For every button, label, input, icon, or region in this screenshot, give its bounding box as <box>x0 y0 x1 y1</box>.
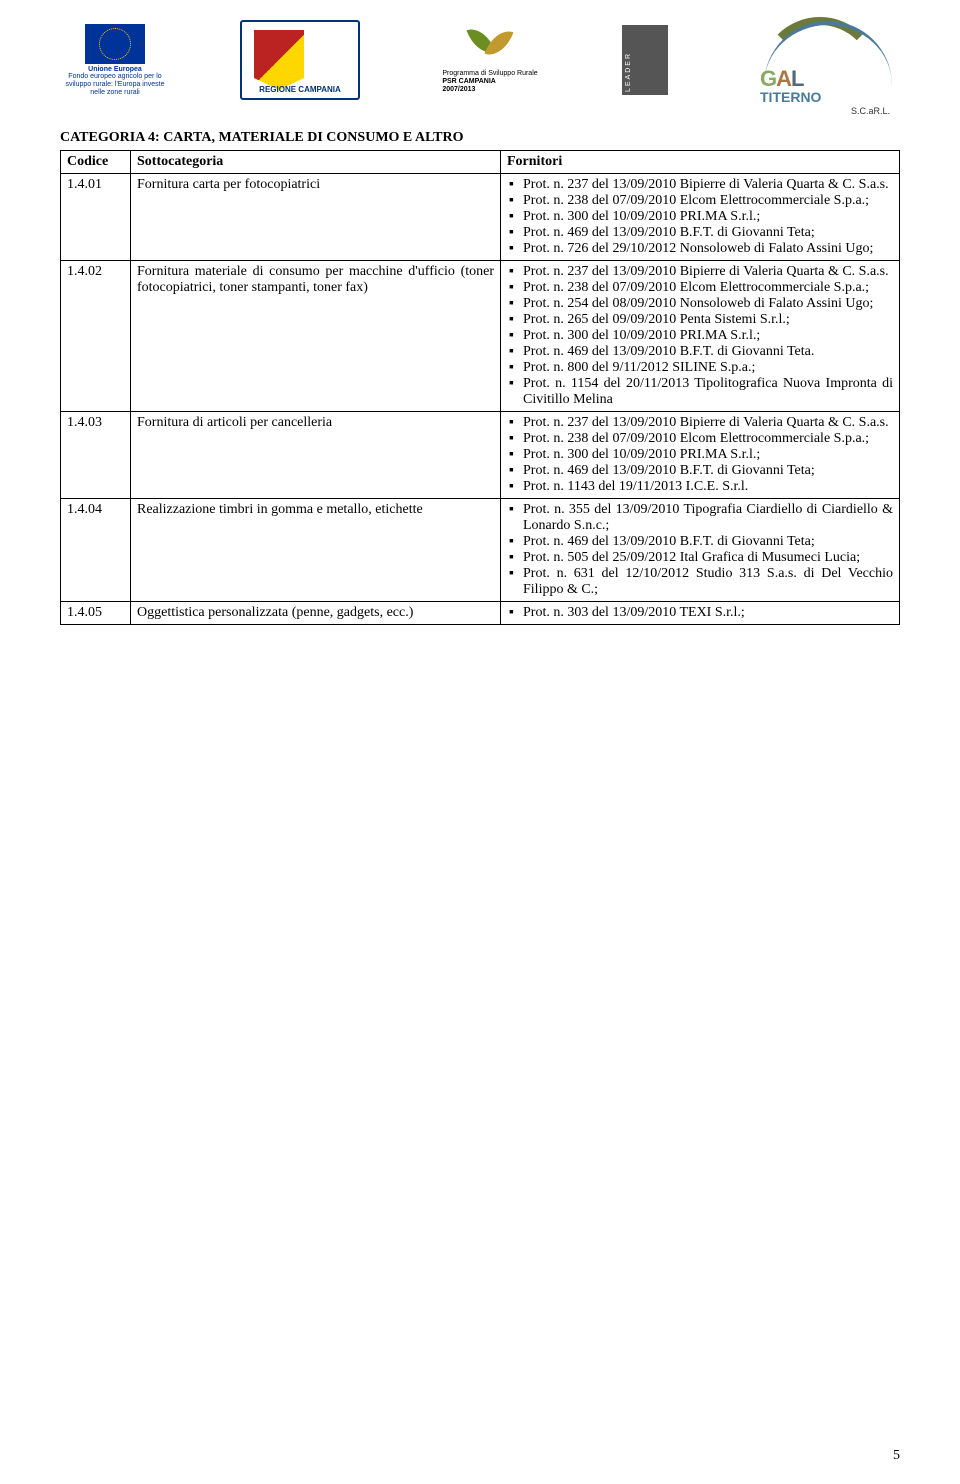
supplier-item: Prot. n. 237 del 13/09/2010 Bipierre di … <box>507 264 893 280</box>
logo-regione-campania <box>235 20 365 100</box>
cell-fornitori: Prot. n. 237 del 13/09/2010 Bipierre di … <box>501 174 900 261</box>
cell-sottocategoria: Realizzazione timbri in gomma e metallo,… <box>131 499 501 602</box>
supplier-item: Prot. n. 265 del 09/09/2010 Penta Sistem… <box>507 312 893 328</box>
supplier-item: Prot. n. 631 del 12/10/2012 Studio 313 S… <box>507 566 893 598</box>
supplier-item: Prot. n. 238 del 07/09/2010 Elcom Elettr… <box>507 431 893 447</box>
logo-eu: Unione Europea Fondo europeo agricolo pe… <box>60 24 170 97</box>
supplier-item: Prot. n. 238 del 07/09/2010 Elcom Elettr… <box>507 193 893 209</box>
header-logos: Unione Europea Fondo europeo agricolo pe… <box>60 20 900 100</box>
supplier-item: Prot. n. 1143 del 19/11/2013 I.C.E. S.r.… <box>507 479 893 495</box>
eu-flag-icon <box>85 24 145 64</box>
supplier-item: Prot. n. 238 del 07/09/2010 Elcom Elettr… <box>507 280 893 296</box>
supplier-item: Prot. n. 800 del 9/11/2012 SILINE S.p.a.… <box>507 360 893 376</box>
leader-box-icon: LEADER <box>622 25 668 95</box>
cell-fornitori: Prot. n. 303 del 13/09/2010 TEXI S.r.l.; <box>501 602 900 625</box>
cell-sottocategoria: Fornitura carta per fotocopiatrici <box>131 174 501 261</box>
supplier-item: Prot. n. 237 del 13/09/2010 Bipierre di … <box>507 415 893 431</box>
section-title: CATEGORIA 4: CARTA, MATERIALE DI CONSUMO… <box>60 130 900 146</box>
supplier-item: Prot. n. 726 del 29/10/2012 Nonsoloweb d… <box>507 241 893 257</box>
supplier-item: Prot. n. 469 del 13/09/2010 B.F.T. di Gi… <box>507 463 893 479</box>
cell-codice: 1.4.02 <box>61 261 131 412</box>
cell-sottocategoria: Fornitura materiale di consumo per macch… <box>131 261 501 412</box>
logo-psr: Programma di Sviluppo Rurale PSR CAMPANI… <box>430 26 550 93</box>
col-codice: Codice <box>61 151 131 174</box>
supplier-item: Prot. n. 505 del 25/09/2012 Ital Grafica… <box>507 550 893 566</box>
eu-subtitle: Fondo europeo agricolo per lo sviluppo r… <box>60 73 170 96</box>
campania-shield-icon <box>240 20 360 100</box>
logo-gal-titerno: GAL TITERNO S.C.aR.L. <box>740 25 900 95</box>
supplier-item: Prot. n. 303 del 13/09/2010 TEXI S.r.l.; <box>507 605 893 621</box>
cell-codice: 1.4.05 <box>61 602 131 625</box>
logo-leader: LEADER <box>615 25 675 95</box>
supplier-item: Prot. n. 469 del 13/09/2010 B.F.T. di Gi… <box>507 534 893 550</box>
psr-text: Programma di Sviluppo Rurale PSR CAMPANI… <box>442 70 537 93</box>
supplier-item: Prot. n. 254 del 08/09/2010 Nonsoloweb d… <box>507 296 893 312</box>
supplier-item: Prot. n. 469 del 13/09/2010 B.F.T. di Gi… <box>507 344 893 360</box>
table-row: 1.4.01Fornitura carta per fotocopiatrici… <box>61 174 900 261</box>
table-row: 1.4.03Fornitura di articoli per cancelle… <box>61 412 900 499</box>
cell-fornitori: Prot. n. 237 del 13/09/2010 Bipierre di … <box>501 412 900 499</box>
supplier-item: Prot. n. 237 del 13/09/2010 Bipierre di … <box>507 177 893 193</box>
suppliers-table: Codice Sottocategoria Fornitori 1.4.01Fo… <box>60 150 900 625</box>
page-number: 5 <box>893 1448 900 1464</box>
cell-codice: 1.4.03 <box>61 412 131 499</box>
cell-fornitori: Prot. n. 355 del 13/09/2010 Tipografia C… <box>501 499 900 602</box>
table-row: 1.4.05Oggettistica personalizzata (penne… <box>61 602 900 625</box>
cell-sottocategoria: Oggettistica personalizzata (penne, gadg… <box>131 602 501 625</box>
gal-logo-icon: GAL TITERNO S.C.aR.L. <box>750 25 890 95</box>
table-row: 1.4.02Fornitura materiale di consumo per… <box>61 261 900 412</box>
supplier-item: Prot. n. 300 del 10/09/2010 PRI.MA S.r.l… <box>507 328 893 344</box>
supplier-item: Prot. n. 1154 del 20/11/2013 Tipolitogra… <box>507 376 893 408</box>
supplier-item: Prot. n. 355 del 13/09/2010 Tipografia C… <box>507 502 893 534</box>
supplier-item: Prot. n. 469 del 13/09/2010 B.F.T. di Gi… <box>507 225 893 241</box>
supplier-item: Prot. n. 300 del 10/09/2010 PRI.MA S.r.l… <box>507 209 893 225</box>
table-row: 1.4.04Realizzazione timbri in gomma e me… <box>61 499 900 602</box>
table-header-row: Codice Sottocategoria Fornitori <box>61 151 900 174</box>
eu-title: Unione Europea <box>88 66 142 74</box>
supplier-item: Prot. n. 300 del 10/09/2010 PRI.MA S.r.l… <box>507 447 893 463</box>
psr-leaf-icon <box>465 26 515 66</box>
cell-fornitori: Prot. n. 237 del 13/09/2010 Bipierre di … <box>501 261 900 412</box>
cell-sottocategoria: Fornitura di articoli per cancelleria <box>131 412 501 499</box>
col-fornitori: Fornitori <box>501 151 900 174</box>
cell-codice: 1.4.01 <box>61 174 131 261</box>
cell-codice: 1.4.04 <box>61 499 131 602</box>
col-sottocategoria: Sottocategoria <box>131 151 501 174</box>
